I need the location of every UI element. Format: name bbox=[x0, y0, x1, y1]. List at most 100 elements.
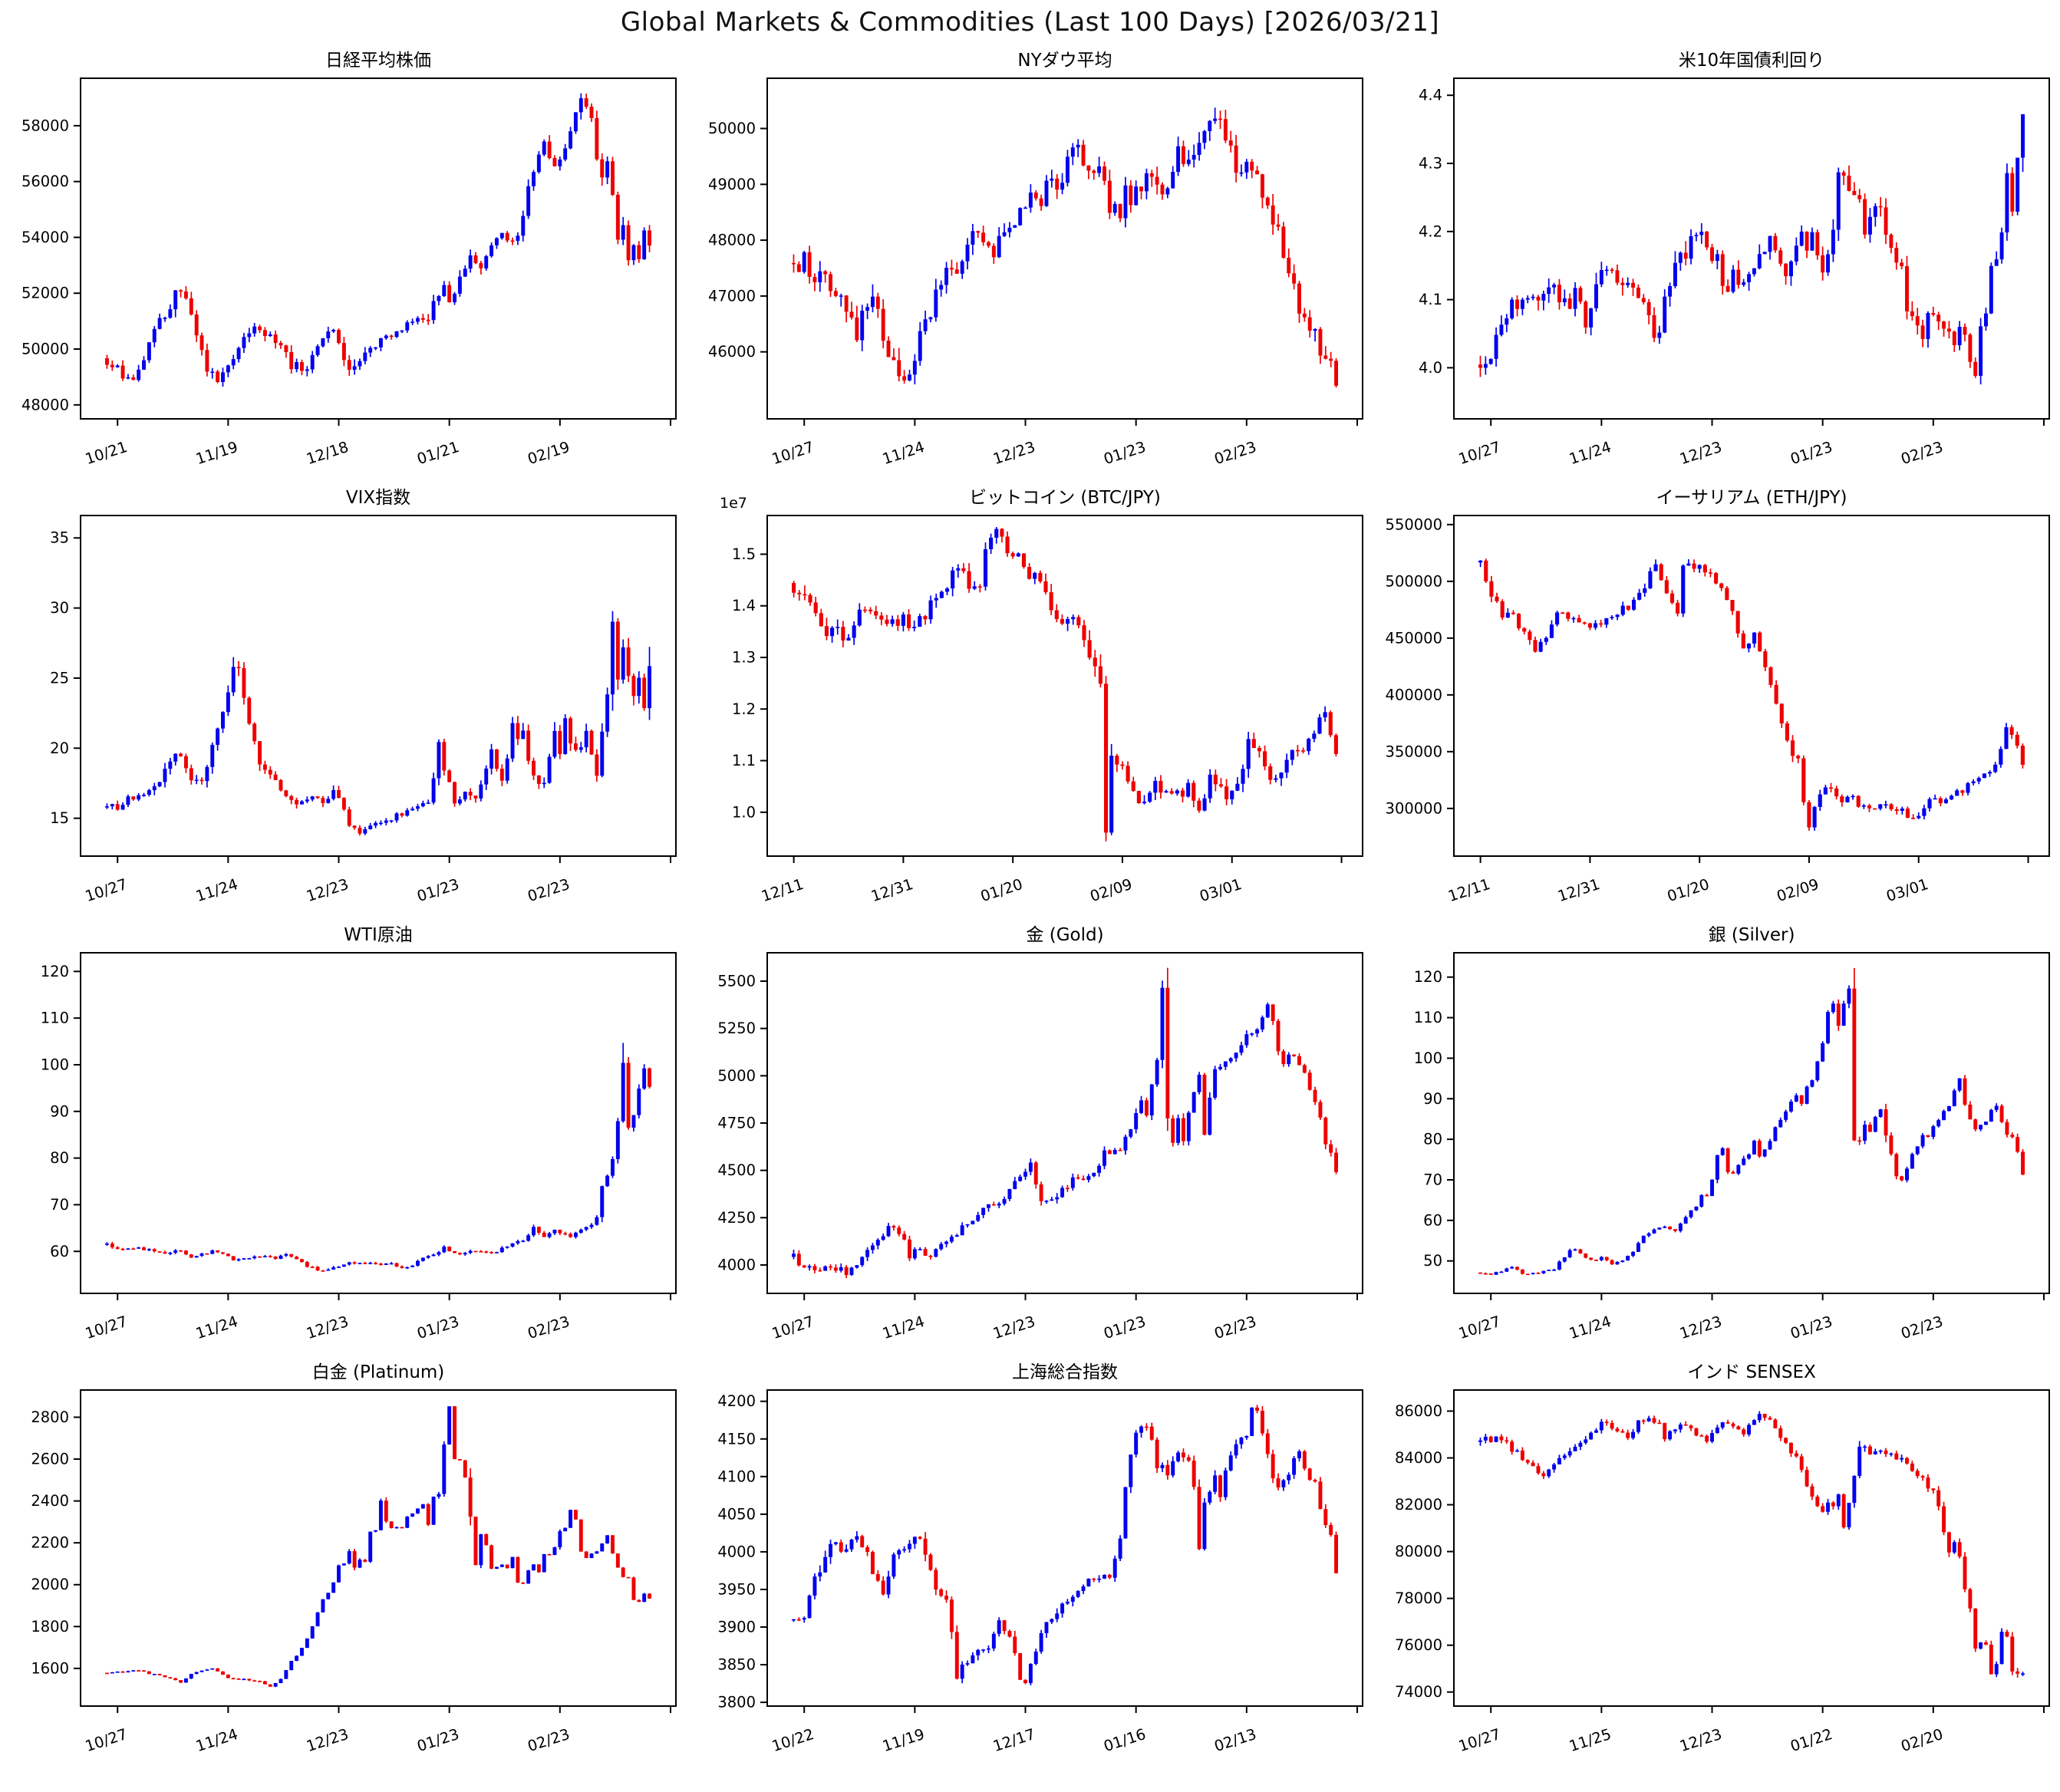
candle bbox=[242, 332, 246, 354]
candle bbox=[1673, 1229, 1677, 1233]
candle bbox=[1900, 806, 1904, 815]
candle bbox=[1631, 278, 1636, 296]
candle bbox=[157, 313, 162, 330]
candle bbox=[1181, 140, 1185, 167]
candle bbox=[792, 581, 796, 598]
candle bbox=[1494, 327, 1498, 367]
candle bbox=[868, 607, 873, 614]
candle bbox=[1567, 293, 1572, 309]
candle bbox=[1081, 140, 1086, 166]
candle bbox=[516, 716, 520, 746]
candle bbox=[231, 1678, 236, 1680]
candle bbox=[1742, 278, 1746, 287]
candle bbox=[1165, 967, 1170, 1132]
candle bbox=[542, 1230, 546, 1237]
candle bbox=[595, 1215, 599, 1226]
candle bbox=[463, 265, 467, 278]
candle bbox=[573, 1231, 578, 1239]
candle bbox=[841, 621, 845, 647]
candle bbox=[1039, 194, 1043, 211]
candle bbox=[226, 1253, 230, 1257]
candle bbox=[1999, 1104, 2004, 1124]
candle bbox=[1900, 1454, 1904, 1463]
candle bbox=[855, 1265, 859, 1269]
candle bbox=[1478, 560, 1483, 568]
candle bbox=[2016, 157, 2020, 216]
candle bbox=[829, 1264, 832, 1271]
candle bbox=[457, 1252, 462, 1256]
x-tick-label: 01/23 bbox=[415, 875, 462, 905]
candle bbox=[928, 1553, 933, 1571]
candle bbox=[885, 614, 889, 627]
candle bbox=[347, 806, 351, 828]
candle bbox=[242, 662, 246, 705]
candle bbox=[1208, 769, 1212, 803]
candle bbox=[1741, 630, 1745, 649]
candle bbox=[131, 1247, 136, 1250]
plot-border bbox=[1453, 77, 2050, 420]
candle bbox=[473, 1250, 478, 1253]
plot-border bbox=[766, 952, 1363, 1294]
candle bbox=[173, 289, 178, 318]
y-tick-label: 76000 bbox=[1395, 1636, 1442, 1654]
candle bbox=[1966, 782, 1970, 796]
candle bbox=[1239, 164, 1244, 177]
candle bbox=[631, 1115, 636, 1132]
candle bbox=[126, 1248, 130, 1250]
candle bbox=[1313, 1086, 1317, 1105]
candle bbox=[526, 1570, 531, 1584]
candle bbox=[1120, 761, 1125, 770]
candle bbox=[830, 626, 835, 643]
candle bbox=[236, 1258, 241, 1262]
y-tick-label: 3800 bbox=[717, 1694, 756, 1711]
candlestick-chart-btc-jpy: ビットコイン (BTC/JPY) 1e7 1.0 1.1 1.2 1.3 1.4 1.5 12/… bbox=[720, 488, 1363, 905]
candle bbox=[1663, 1225, 1667, 1229]
candle bbox=[1013, 225, 1017, 229]
candle bbox=[1938, 796, 1943, 806]
x-tick-label: 11/24 bbox=[880, 438, 927, 468]
candle bbox=[552, 722, 557, 759]
candle bbox=[1139, 1425, 1144, 1438]
candle bbox=[1715, 249, 1719, 269]
candle bbox=[400, 1527, 404, 1529]
candle bbox=[951, 566, 955, 597]
candle bbox=[1957, 1078, 1962, 1092]
candle bbox=[818, 1565, 822, 1582]
candle bbox=[1271, 193, 1275, 236]
y-tick-label: 3900 bbox=[717, 1619, 756, 1636]
candle bbox=[1271, 1004, 1275, 1026]
candle bbox=[897, 1548, 901, 1560]
candle bbox=[1103, 161, 1106, 186]
candle bbox=[1213, 1470, 1218, 1494]
candle bbox=[823, 1550, 828, 1573]
chart-cell-eth-jpy: イーサリアム (ETH/JPY) 300000 350000 400000 450000… bbox=[1373, 482, 2060, 919]
candle bbox=[326, 1593, 331, 1600]
candle bbox=[1208, 1092, 1212, 1136]
candle bbox=[1541, 1471, 1546, 1479]
candle bbox=[611, 156, 615, 196]
candle bbox=[199, 777, 204, 785]
subplot-title: 金 (Gold) bbox=[1026, 925, 1103, 945]
candle bbox=[1641, 294, 1646, 305]
candle bbox=[1134, 180, 1139, 206]
candle bbox=[252, 1255, 257, 1260]
candle bbox=[1747, 1423, 1752, 1437]
candle bbox=[2021, 1149, 2025, 1175]
candle bbox=[976, 1649, 981, 1661]
candle bbox=[279, 341, 283, 349]
candle bbox=[1274, 774, 1278, 782]
candle bbox=[1989, 262, 1993, 315]
candle bbox=[642, 227, 647, 260]
candlestick-chart-gold: 金 (Gold) 4000 4250 4500 4750 5000 5250 5500 10/2… bbox=[717, 925, 1363, 1342]
candle bbox=[394, 331, 399, 338]
candle bbox=[1831, 1000, 1835, 1014]
candle bbox=[1060, 614, 1064, 625]
candle bbox=[621, 1043, 625, 1123]
candle-series bbox=[792, 526, 1338, 842]
x-tick-label: 01/22 bbox=[1788, 1725, 1835, 1755]
candle bbox=[1915, 1146, 1920, 1156]
candle bbox=[1589, 1431, 1594, 1440]
candle bbox=[532, 170, 536, 191]
candlestick-chart-platinum: 白金 (Platinum) 1600 1800 2000 2200 2400 2600 280… bbox=[31, 1362, 677, 1755]
candle bbox=[912, 620, 917, 632]
